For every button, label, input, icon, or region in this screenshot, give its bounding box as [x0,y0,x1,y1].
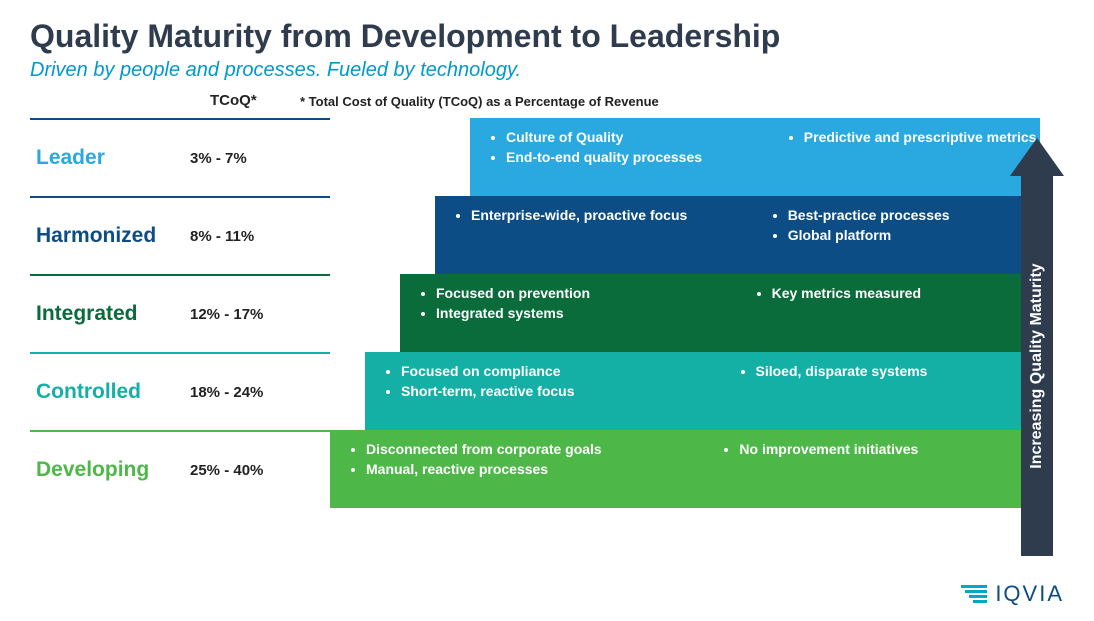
tcoq-value: 25% - 40% [190,462,263,479]
detail-bullet: Enterprise-wide, proactive focus [471,206,762,224]
maturity-row: Harmonized8% - 11% Enterprise-wide, proac… [30,196,1040,274]
detail-bullet: Integrated systems [436,304,746,322]
arrow-head-icon [1010,138,1064,176]
detail-bullet: End-to-end quality processes [506,148,778,166]
logo-stripes-icon [961,583,989,605]
maturity-rows: Leader3% - 7% Culture of Quality End-to-en… [30,118,1040,508]
iqvia-logo: IQVIA [961,581,1064,607]
maturity-arrow: Increasing Quality Maturity [1010,138,1064,556]
detail-col-a: Enterprise-wide, proactive focus [435,206,762,274]
row-gap [330,118,470,196]
page-title: Quality Maturity from Development to Lea… [0,0,1094,59]
detail-col-b: Siloed, disparate systems [730,362,1041,430]
detail-col-b: Best-practice processes Global platform [762,206,1040,274]
detail-col-a: Focused on compliance Short-term, reactiv… [365,362,730,430]
arrow-label: Increasing Quality Maturity [1028,263,1046,468]
detail-col-b: Predictive and prescriptive metrics [778,128,1040,196]
detail-bullet: Siloed, disparate systems [756,362,1041,380]
detail-bullet: Culture of Quality [506,128,778,146]
detail-bullet: Focused on compliance [401,362,730,380]
level-detail-box: Focused on prevention Integrated systems K… [400,274,1040,352]
row-gap [330,196,435,274]
row-gap [330,274,400,352]
row-gap [330,352,365,430]
detail-col-b: Key metrics measured [746,284,1040,352]
detail-col-b: No improvement initiatives [713,440,1040,508]
detail-bullet: Disconnected from corporate goals [366,440,713,458]
page-subtitle: Driven by people and processes. Fueled b… [0,59,1094,92]
level-detail-box: Enterprise-wide, proactive focusBest-pra… [435,196,1040,274]
detail-bullet: Best-practice processes [788,206,1040,224]
level-label: Integrated [30,302,190,326]
level-label: Controlled [30,380,190,404]
tcoq-footnote: * Total Cost of Quality (TCoQ) as a Perc… [300,94,659,109]
level-left-box: Developing25% - 40% [30,430,330,508]
maturity-row: Leader3% - 7% Culture of Quality End-to-en… [30,118,1040,196]
arrow-body: Increasing Quality Maturity [1021,176,1053,556]
level-detail-box: Culture of Quality End-to-end quality pro… [470,118,1040,196]
column-header-row: TCoQ* * Total Cost of Quality (TCoQ) as … [0,92,1094,114]
tcoq-value: 8% - 11% [190,228,254,245]
detail-bullet: Key metrics measured [772,284,1040,302]
maturity-row: Developing25% - 40%Disconnected from cor… [30,430,1040,508]
logo-text: IQVIA [995,581,1064,607]
tcoq-header: TCoQ* [210,92,257,109]
detail-bullet: Focused on prevention [436,284,746,302]
maturity-row: Integrated12% - 17% Focused on prevention… [30,274,1040,352]
detail-bullet: Short-term, reactive focus [401,382,730,400]
level-left-box: Harmonized8% - 11% [30,196,330,274]
detail-col-a: Focused on prevention Integrated systems [400,284,746,352]
detail-bullet: Global platform [788,226,1040,244]
level-label: Harmonized [30,224,190,248]
maturity-row: Controlled18% - 24% Focused on compliance… [30,352,1040,430]
level-detail-box: Disconnected from corporate goals Manual,… [330,430,1040,508]
level-left-box: Integrated12% - 17% [30,274,330,352]
detail-bullet: Predictive and prescriptive metrics [804,128,1040,146]
level-detail-box: Focused on compliance Short-term, reactiv… [365,352,1040,430]
level-left-box: Controlled18% - 24% [30,352,330,430]
level-left-box: Leader3% - 7% [30,118,330,196]
detail-bullet: No improvement initiatives [739,440,1040,458]
detail-col-a: Disconnected from corporate goals Manual,… [330,440,713,508]
detail-col-a: Culture of Quality End-to-end quality pro… [470,128,778,196]
tcoq-value: 18% - 24% [190,384,263,401]
level-label: Developing [30,458,190,482]
level-label: Leader [30,146,190,170]
detail-bullet: Manual, reactive processes [366,460,713,478]
tcoq-value: 3% - 7% [190,150,247,167]
tcoq-value: 12% - 17% [190,306,263,323]
